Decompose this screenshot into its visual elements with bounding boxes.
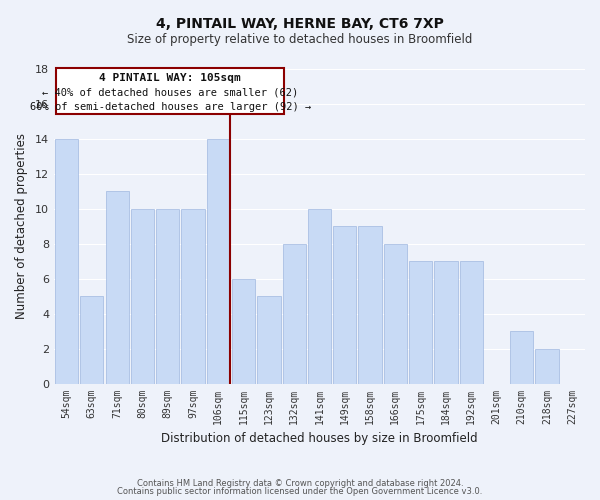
Bar (460, 261, 483, 384)
FancyBboxPatch shape (56, 68, 284, 114)
Bar (206, 139, 230, 384)
Bar (383, 244, 407, 384)
Bar (409, 261, 432, 384)
Bar (434, 261, 458, 384)
Bar (535, 348, 559, 384)
Text: Contains HM Land Registry data © Crown copyright and database right 2024.: Contains HM Land Registry data © Crown c… (137, 478, 463, 488)
Bar (131, 209, 154, 384)
Bar (333, 226, 356, 384)
Text: Size of property relative to detached houses in Broomfield: Size of property relative to detached ho… (127, 32, 473, 46)
Bar (156, 209, 179, 384)
Text: ← 40% of detached houses are smaller (62): ← 40% of detached houses are smaller (62… (42, 88, 298, 98)
Bar (55, 139, 78, 384)
Bar (181, 209, 205, 384)
Bar (257, 296, 281, 384)
Text: 60% of semi-detached houses are larger (92) →: 60% of semi-detached houses are larger (… (29, 102, 311, 112)
Text: 4, PINTAIL WAY, HERNE BAY, CT6 7XP: 4, PINTAIL WAY, HERNE BAY, CT6 7XP (156, 18, 444, 32)
Bar (283, 244, 306, 384)
Text: 4 PINTAIL WAY: 105sqm: 4 PINTAIL WAY: 105sqm (100, 73, 241, 83)
Text: Contains public sector information licensed under the Open Government Licence v3: Contains public sector information licen… (118, 487, 482, 496)
Bar (106, 192, 129, 384)
Bar (232, 278, 255, 384)
Bar (358, 226, 382, 384)
Bar (80, 296, 103, 384)
X-axis label: Distribution of detached houses by size in Broomfield: Distribution of detached houses by size … (161, 432, 478, 445)
Bar (308, 209, 331, 384)
Y-axis label: Number of detached properties: Number of detached properties (15, 134, 28, 320)
Bar (510, 331, 533, 384)
